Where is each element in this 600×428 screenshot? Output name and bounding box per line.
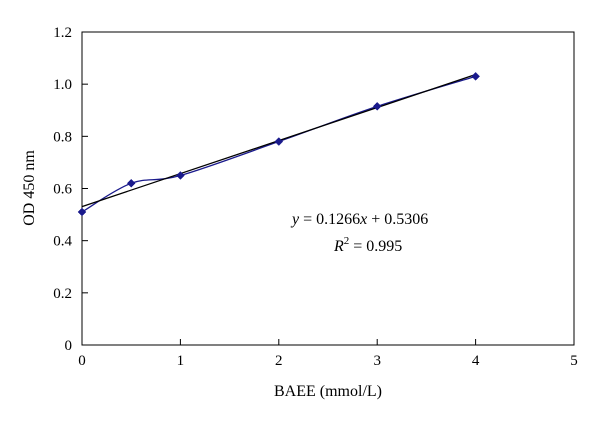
y-tick-label: 0.8 xyxy=(53,129,72,145)
y-tick-label: 1.2 xyxy=(53,25,72,41)
x-tick-label: 3 xyxy=(373,353,381,369)
data-point xyxy=(126,178,136,188)
equation-middle: = 0.1266 xyxy=(299,211,360,228)
x-tick-label: 4 xyxy=(472,353,480,369)
data-point xyxy=(176,171,185,180)
equation-y-symbol: y xyxy=(290,211,300,228)
y-tick-label: 0.4 xyxy=(53,234,72,250)
r-squared-symbol: R xyxy=(333,238,344,255)
y-tick-label: 0 xyxy=(65,338,73,354)
y-axis-title: OD 450 nm xyxy=(21,150,38,226)
y-tick-label: 0.6 xyxy=(53,182,72,198)
equation-label: y = 0.1266x + 0.5306 xyxy=(290,211,428,228)
data-point xyxy=(471,71,480,81)
x-tick-label: 0 xyxy=(78,353,86,369)
equation-x-symbol: x xyxy=(359,211,367,228)
equation-end: + 0.5306 xyxy=(367,211,428,228)
r-squared-label: R2 = 0.995 xyxy=(333,235,402,255)
data-point xyxy=(372,101,382,111)
y-tick-label: 1.0 xyxy=(53,77,72,93)
data-markers xyxy=(77,71,480,217)
x-axis-title: BAEE (mmol/L) xyxy=(274,383,382,400)
x-tick-label: 2 xyxy=(275,353,283,369)
data-point xyxy=(77,207,87,217)
r-squared-value: = 0.995 xyxy=(349,238,402,255)
y-tick-label: 0.2 xyxy=(53,286,72,302)
x-tick-label: 1 xyxy=(177,353,185,369)
x-tick-label: 5 xyxy=(570,353,578,369)
y-axis-ticks: 0 0.2 0.4 0.6 0.8 1.0 1.2 xyxy=(53,25,88,354)
plot-area-frame xyxy=(81,31,575,346)
data-point xyxy=(274,137,284,146)
x-axis-ticks: 0 1 2 3 4 5 xyxy=(78,339,578,369)
r-squared-superscript: 2 xyxy=(344,235,350,247)
